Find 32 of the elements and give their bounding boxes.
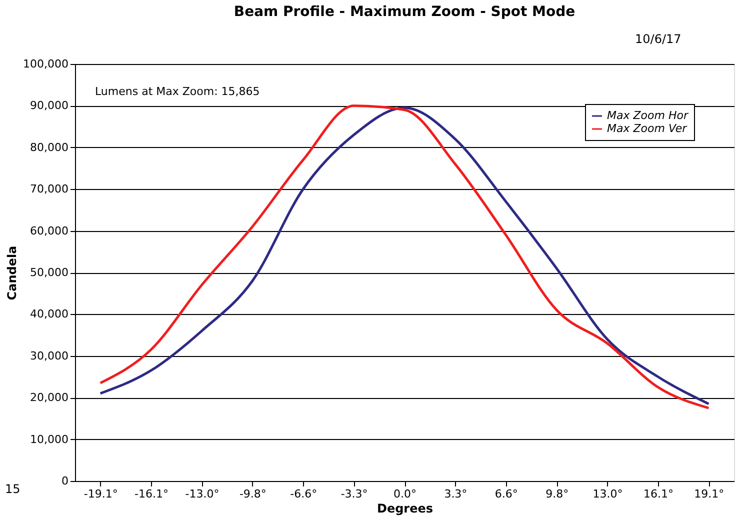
x-axis-title: Degrees <box>376 502 434 516</box>
x-tick-label: 3.3° <box>444 488 468 500</box>
legend-label: Max Zoom Hor <box>607 109 690 122</box>
chart-title: Beam Profile - Maximum Zoom - Spot Mode <box>234 4 576 20</box>
y-tick-label: 80,000 <box>30 140 68 154</box>
y-axis-title: Candela <box>5 246 20 300</box>
y-tick-label: 0 <box>62 474 68 488</box>
y-tick-label: 70,000 <box>30 182 68 196</box>
y-tick-label: 90,000 <box>30 99 68 112</box>
x-tick-label: 6.6° <box>494 488 518 500</box>
annotation: Lumens at Max Zoom: 15,865 <box>95 85 260 98</box>
x-tick-label: 16.1° <box>643 488 674 500</box>
y-tick-label: 30,000 <box>30 349 68 362</box>
x-tick-label: 0.0° <box>394 488 416 500</box>
x-tick-label: -16.1° <box>134 488 169 500</box>
y-tick-label: 60,000 <box>30 224 68 238</box>
y-tick-label: 50,000 <box>30 266 68 279</box>
text: 15 <box>5 482 20 496</box>
y-tick-label: 10,000 <box>30 432 68 446</box>
x-tick-label: -3.3° <box>340 488 368 500</box>
x-tick-label: 19.1° <box>694 488 724 500</box>
x-tick-label: -9.8° <box>239 488 266 500</box>
y-tick-label: 100,000 <box>23 58 68 70</box>
x-tick-label: -19.1° <box>84 488 118 500</box>
x-tick-label: -13.0° <box>185 488 220 500</box>
text: 10/6/17 <box>635 32 682 46</box>
x-tick-label: 13.0° <box>592 488 623 500</box>
y-tick-label: 40,000 <box>30 308 68 321</box>
legend-label: Max Zoom Ver <box>607 122 688 135</box>
x-tick-label: 9.8° <box>546 488 569 500</box>
x-tick-label: -6.6° <box>290 488 318 500</box>
y-tick-label: 20,000 <box>30 391 68 404</box>
